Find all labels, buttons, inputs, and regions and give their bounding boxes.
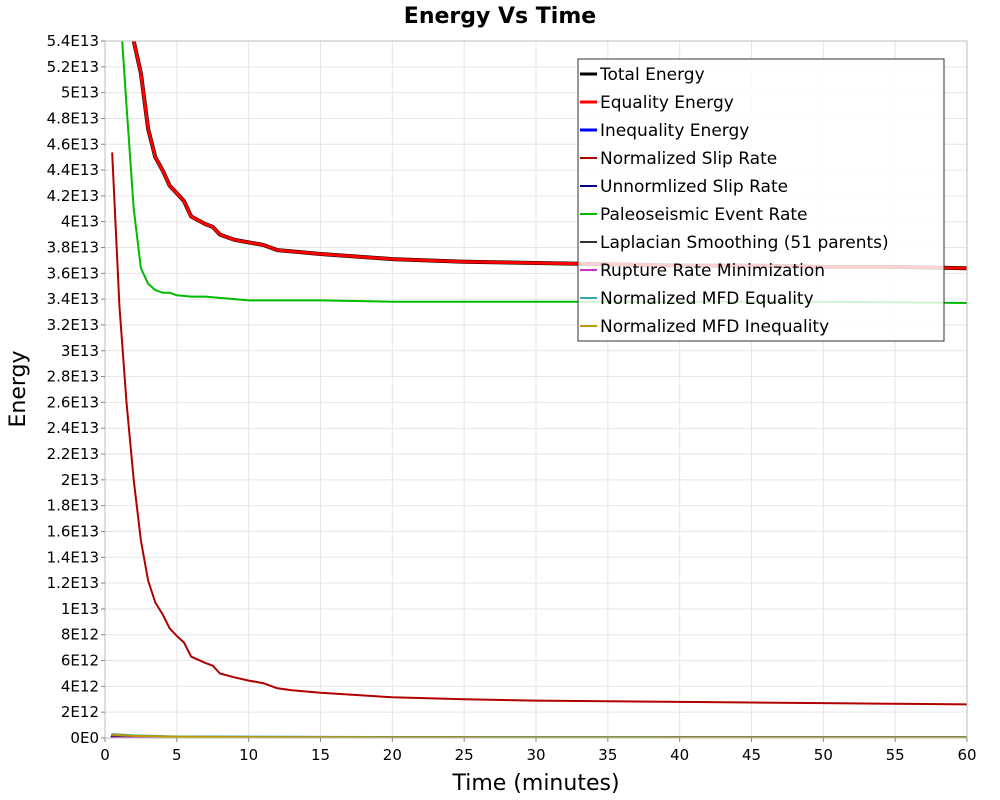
y-tick-label: 2.6E13 bbox=[47, 393, 99, 411]
y-tick-label: 1.6E13 bbox=[47, 522, 99, 540]
y-tick-label: 5.4E13 bbox=[47, 32, 99, 50]
x-axis-ticks: 0 5 10 15 20 25 30 35 40 45 50 55 60 bbox=[100, 738, 977, 764]
x-tick-label: 50 bbox=[814, 746, 833, 764]
legend-label: Total Energy bbox=[599, 65, 705, 85]
legend-box bbox=[577, 58, 945, 342]
y-tick-label: 3.4E13 bbox=[47, 290, 99, 308]
x-tick-label: 55 bbox=[886, 746, 905, 764]
y-tick-label: 6E12 bbox=[61, 652, 99, 670]
legend-items: Total Energy Equality Energy Inequality En… bbox=[580, 65, 889, 337]
y-tick-label: 1.2E13 bbox=[47, 574, 99, 592]
legend: Total Energy Equality Energy Inequality En… bbox=[577, 58, 945, 342]
x-tick-label: 10 bbox=[239, 746, 258, 764]
y-tick-label: 4E12 bbox=[61, 677, 99, 695]
y-axis-label: Energy bbox=[6, 350, 31, 427]
x-tick-label: 0 bbox=[100, 746, 110, 764]
legend-label: Laplacian Smoothing (51 parents) bbox=[600, 233, 889, 253]
x-tick-label: 5 bbox=[172, 746, 182, 764]
legend-label: Unnormlized Slip Rate bbox=[600, 177, 788, 197]
y-tick-label: 1.8E13 bbox=[47, 497, 99, 515]
y-tick-label: 1.4E13 bbox=[47, 548, 99, 566]
series-line-normalized-slip-rate bbox=[111, 152, 967, 706]
legend-label: Equality Energy bbox=[600, 93, 734, 113]
y-tick-label: 0E0 bbox=[70, 729, 99, 747]
series-line-paleoseismic-event-rate bbox=[121, 41, 967, 304]
y-tick-label: 4.2E13 bbox=[47, 187, 99, 205]
y-tick-label: 4.6E13 bbox=[47, 135, 99, 153]
y-tick-label: 2E12 bbox=[61, 703, 99, 721]
y-tick-label: 2.2E13 bbox=[47, 445, 99, 463]
x-tick-label: 30 bbox=[526, 746, 545, 764]
legend-label: Normalized Slip Rate bbox=[600, 149, 777, 169]
y-tick-label: 5E13 bbox=[61, 84, 99, 102]
x-tick-label: 15 bbox=[311, 746, 330, 764]
y-tick-label: 1E13 bbox=[61, 600, 99, 618]
legend-label: Rupture Rate Minimization bbox=[600, 261, 825, 281]
x-tick-label: 60 bbox=[957, 746, 976, 764]
legend-label: Normalized MFD Equality bbox=[600, 289, 814, 309]
y-tick-label: 3.8E13 bbox=[47, 239, 99, 257]
y-tick-label: 4.4E13 bbox=[47, 161, 99, 179]
y-tick-label: 4.8E13 bbox=[47, 109, 99, 127]
chart-title: Energy Vs Time bbox=[404, 4, 596, 29]
y-tick-label: 3E13 bbox=[61, 342, 99, 360]
y-axis-ticks: 0E0 2E12 4E12 6E12 8E12 1E13 1.2E13 1.4E13 1.6E1… bbox=[47, 32, 105, 747]
legend-label: Paleoseismic Event Rate bbox=[600, 205, 808, 225]
legend-label: Normalized MFD Inequality bbox=[600, 317, 829, 337]
x-tick-label: 25 bbox=[455, 746, 474, 764]
y-tick-label: 2.4E13 bbox=[47, 419, 99, 437]
x-axis-label: Time (minutes) bbox=[451, 771, 619, 796]
x-tick-label: 45 bbox=[742, 746, 761, 764]
y-tick-label: 4E13 bbox=[61, 213, 99, 231]
x-tick-label: 35 bbox=[598, 746, 617, 764]
y-tick-label: 2.8E13 bbox=[47, 368, 99, 386]
legend-label: Inequality Energy bbox=[600, 121, 749, 141]
y-tick-label: 3.6E13 bbox=[47, 264, 99, 282]
x-tick-label: 40 bbox=[670, 746, 689, 764]
y-tick-label: 5.2E13 bbox=[47, 58, 99, 76]
y-tick-label: 2E13 bbox=[61, 471, 99, 489]
y-tick-label: 8E12 bbox=[61, 626, 99, 644]
x-tick-label: 20 bbox=[383, 746, 402, 764]
y-tick-label: 3.2E13 bbox=[47, 316, 99, 334]
